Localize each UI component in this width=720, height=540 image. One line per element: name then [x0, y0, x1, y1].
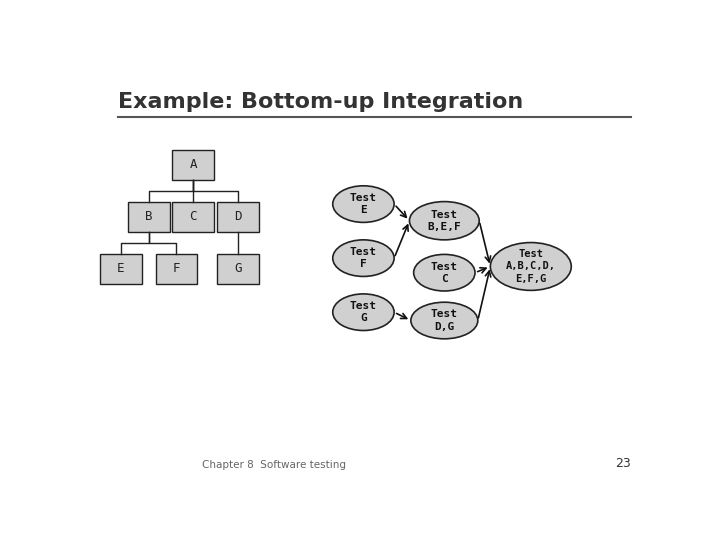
FancyBboxPatch shape: [100, 254, 142, 284]
Ellipse shape: [333, 240, 394, 276]
Text: Test
C: Test C: [431, 261, 458, 284]
Text: D: D: [234, 210, 242, 223]
FancyBboxPatch shape: [217, 201, 258, 232]
Text: A: A: [189, 158, 197, 171]
Text: B: B: [145, 210, 153, 223]
Text: Test
F: Test F: [350, 247, 377, 269]
Text: Example: Bottom-up Integration: Example: Bottom-up Integration: [118, 92, 523, 112]
FancyBboxPatch shape: [172, 201, 214, 232]
Text: Test
A,B,C,D,
E,F,G: Test A,B,C,D, E,F,G: [506, 249, 556, 284]
Text: F: F: [173, 262, 180, 275]
Text: Test
E: Test E: [350, 193, 377, 215]
Text: Test
G: Test G: [350, 301, 377, 323]
Text: Test
B,E,F: Test B,E,F: [428, 210, 462, 232]
Ellipse shape: [411, 302, 478, 339]
Text: G: G: [234, 262, 242, 275]
Ellipse shape: [410, 201, 480, 240]
Text: Chapter 8  Software testing: Chapter 8 Software testing: [202, 460, 346, 470]
Text: C: C: [189, 210, 197, 223]
FancyBboxPatch shape: [217, 254, 258, 284]
FancyBboxPatch shape: [156, 254, 197, 284]
Ellipse shape: [413, 254, 475, 291]
Text: E: E: [117, 262, 125, 275]
Ellipse shape: [333, 294, 394, 330]
FancyBboxPatch shape: [127, 201, 169, 232]
FancyBboxPatch shape: [172, 150, 214, 180]
Ellipse shape: [333, 186, 394, 222]
Text: Test
D,G: Test D,G: [431, 309, 458, 332]
Text: 23: 23: [616, 457, 631, 470]
Ellipse shape: [490, 242, 571, 291]
